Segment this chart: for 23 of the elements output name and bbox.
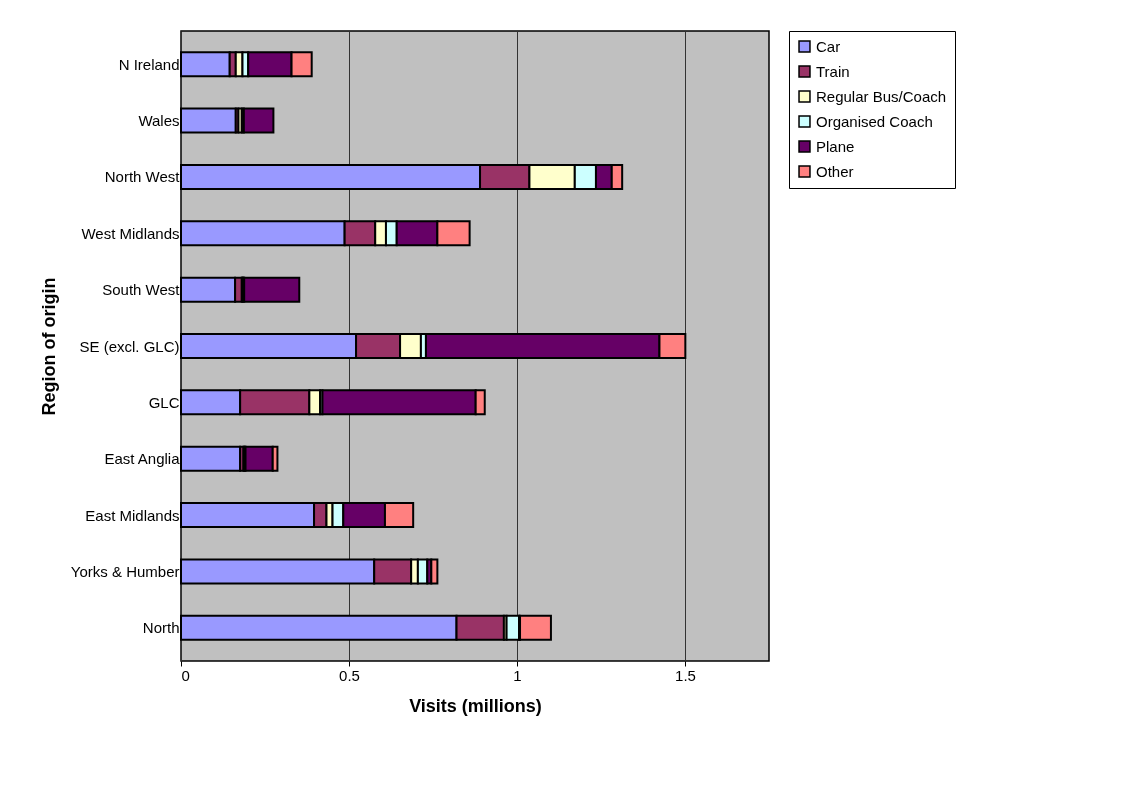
legend-label: Organised Coach (816, 112, 933, 130)
x-tick-label: 0.5 (339, 666, 360, 684)
x-tick-label: 1 (513, 666, 522, 684)
y-axis-title: Region of origin (38, 277, 59, 416)
y-tick-label: SE (excl. GLC) (79, 337, 180, 355)
legend-label: Other (816, 162, 854, 180)
y-tick-label: N Ireland (118, 55, 180, 73)
y-tick-label: East Midlands (85, 506, 180, 524)
x-axis-title: Visits (millions) (409, 695, 542, 716)
y-tick-label: North West (104, 168, 181, 186)
y-tick-label: East Anglia (104, 450, 181, 468)
y-tick-label: Yorks & Humber (70, 562, 180, 580)
x-tick-label: 1.5 (675, 666, 696, 684)
x-tick-label: 0 (181, 666, 190, 684)
legend-label: Train (816, 62, 850, 80)
y-tick-label: GLC (148, 393, 180, 411)
y-tick-label: West Midlands (81, 224, 180, 242)
y-tick-label: South West (102, 281, 181, 299)
legend-label: Car (816, 37, 841, 55)
y-tick-label: Wales (138, 112, 180, 130)
y-tick-label: North (142, 619, 180, 637)
legend-label: Regular Bus/Coach (816, 87, 947, 105)
legend-label: Plane (816, 137, 855, 155)
